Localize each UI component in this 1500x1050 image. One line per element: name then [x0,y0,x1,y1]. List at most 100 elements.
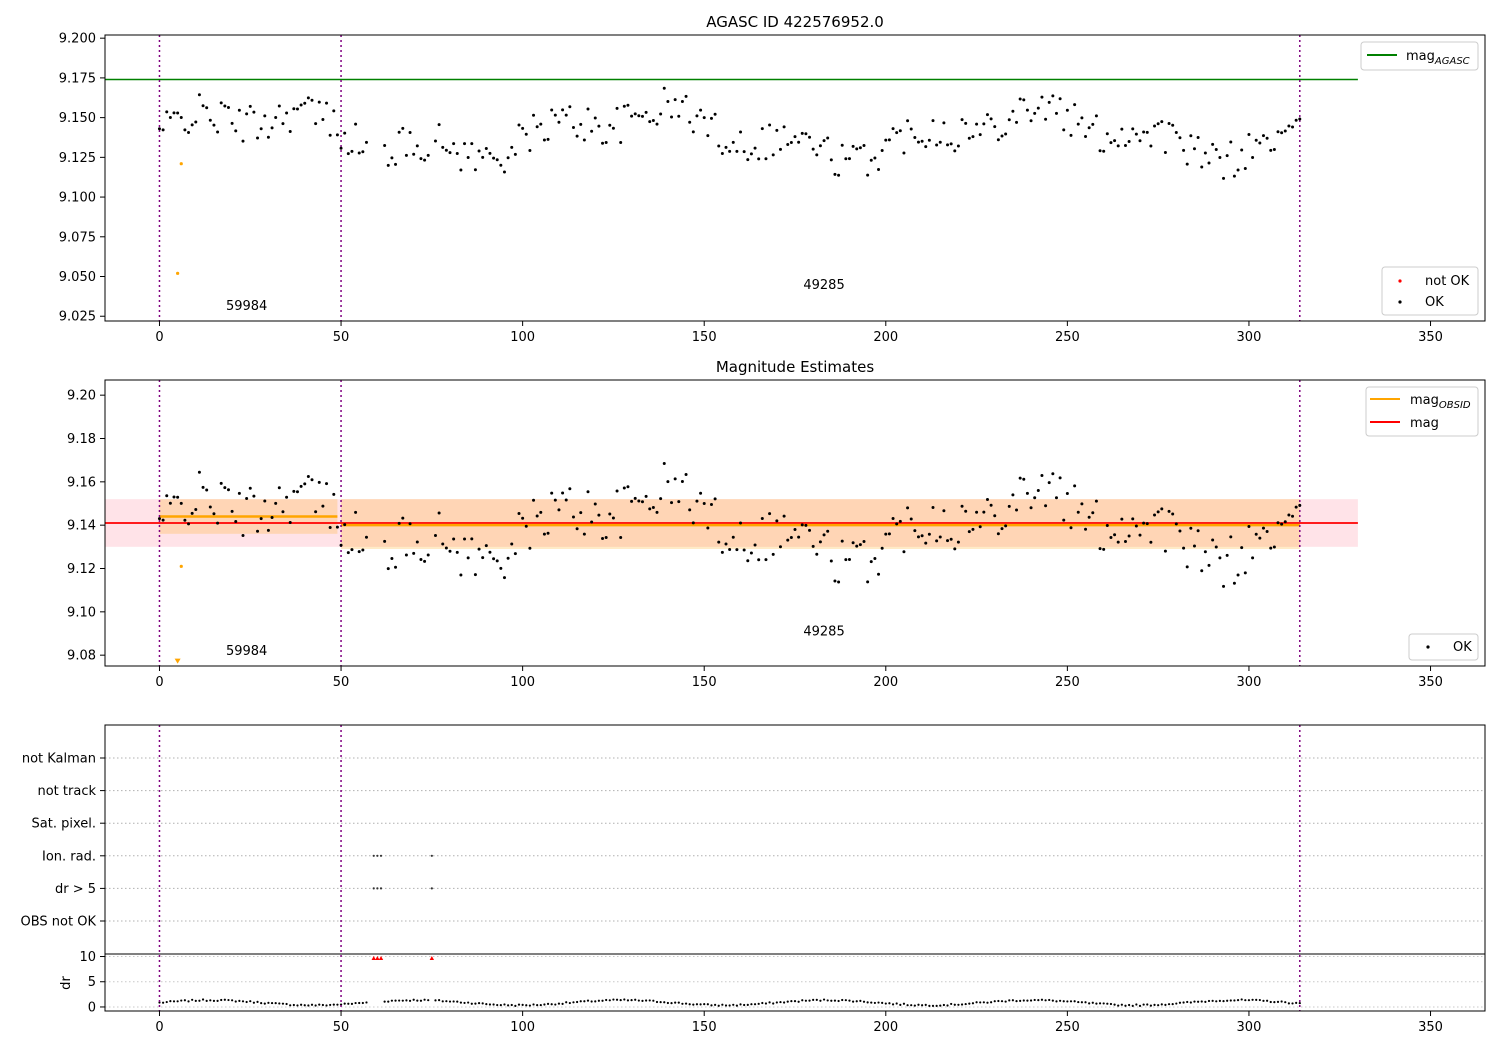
ok-point [230,509,234,513]
ok-point [862,143,866,147]
dr-point [423,998,426,1001]
dr-point [583,1000,586,1003]
dr-point [1298,1001,1301,1005]
ok-point [953,149,957,153]
ok-point [622,486,626,490]
ok-point [1174,522,1178,526]
ok-point [1109,536,1113,540]
ok-point [942,121,946,125]
dr-point [1175,1002,1178,1005]
ok-point [1283,520,1287,524]
ok-point [314,122,318,126]
ok-point [1138,139,1142,143]
ok-point [840,539,844,543]
ok-point [989,503,993,507]
dr-point [997,999,1000,1003]
ok-point [964,121,968,125]
x-tick-label: 0 [155,1020,163,1035]
dr-point [303,1004,306,1007]
ok-point [1033,496,1037,500]
ok-point [168,501,172,505]
dr-point [325,1004,328,1007]
ok-point [328,525,332,529]
ok-point [1229,535,1233,539]
dr-axis-label: dr [59,976,74,990]
dr-point [1084,1001,1087,1004]
dr-point [1040,998,1044,1001]
ok-point [459,573,463,577]
ok-point [1069,526,1073,530]
ok-point [1243,167,1247,171]
ok-point [1251,155,1255,159]
y-tick-label: 9.175 [59,71,96,86]
dr-point [750,1003,753,1006]
dr-point [1117,1004,1120,1007]
dr-point [641,999,644,1003]
ok-point [818,144,822,148]
dr-point [1258,998,1261,1002]
ok-point [528,148,532,152]
ok-point [1134,132,1138,136]
ok-point [183,518,187,522]
dr-point [521,1003,524,1006]
dr-point [645,999,648,1002]
dr-point [717,1004,720,1007]
ok-point [1022,98,1026,102]
ok-point [706,526,710,530]
ok-point [1131,517,1135,521]
ok-point [862,539,866,543]
ok-point [735,149,739,153]
dr-point [546,1002,550,1005]
ok-point [1232,581,1236,585]
ok-point [444,148,448,152]
ok-point [938,140,942,144]
ok-point [909,517,913,521]
ok-point [423,559,427,563]
ok-point [1171,123,1175,127]
ok-point [630,114,634,118]
flag-point [376,854,379,857]
legend-label-ok: OK [1453,640,1472,655]
ok-point [1291,514,1295,518]
ok-point [644,494,648,498]
dr-point [361,1001,364,1005]
dr-point [514,1004,517,1007]
ok-point [753,543,757,547]
dr-point [822,998,826,1001]
dr-point [1095,1002,1098,1005]
ok-point [179,501,183,505]
ok-point [281,122,285,126]
dr-point [1153,1003,1156,1006]
ok-point [383,539,387,543]
ok-point [615,106,619,110]
magnitude-panel: AGASC ID 422576952.0 9.025 9.050 9.075 9.10… [59,13,1486,345]
legend-points: OK [1408,633,1479,661]
ok-point [455,550,459,554]
dr-point [866,1001,869,1004]
ok-point [568,487,572,491]
ok-point [1254,138,1258,142]
dr-point [648,999,651,1002]
x-tick-label: 250 [1055,675,1080,690]
ok-point [651,119,655,123]
ok-point [1163,549,1167,553]
dr-point [663,1001,666,1004]
ok-point [270,515,274,519]
ok-point [270,126,274,130]
ok-point [844,558,848,562]
ok-point [884,138,888,142]
dr-point [539,1003,542,1007]
ok-point [582,532,586,536]
ok-point [633,496,637,500]
dr-point [935,1004,938,1007]
ok-point [728,149,732,153]
dr-point [365,1001,368,1004]
ok-point [858,146,862,150]
x-tick-label: 350 [1418,675,1443,690]
ok-point [1272,148,1276,152]
ok-point [829,158,833,162]
ok-point [452,537,456,541]
ok-point [1258,141,1262,145]
dr-point [172,1000,176,1003]
